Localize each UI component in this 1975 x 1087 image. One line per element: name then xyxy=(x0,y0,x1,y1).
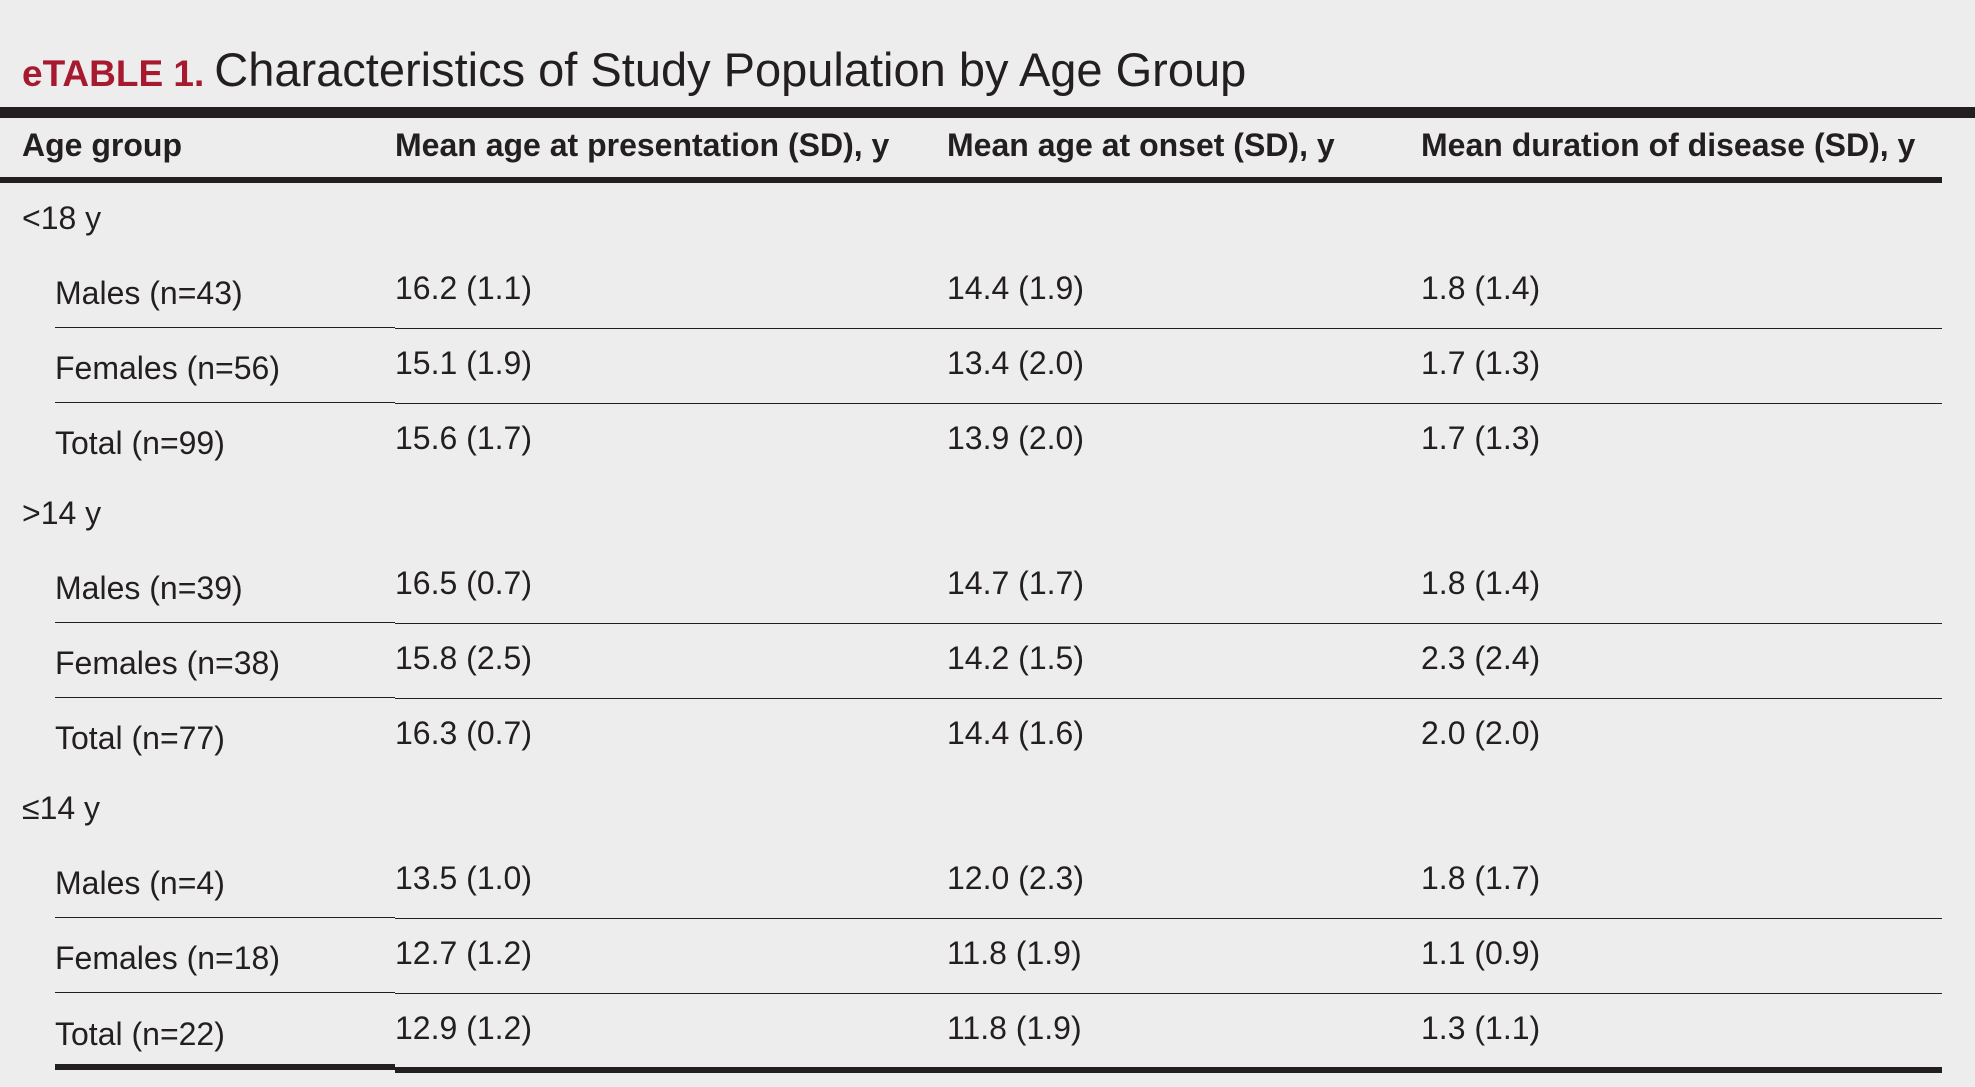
group-row: ≤14 y xyxy=(0,773,1942,843)
cell-onset: 12.0 (2.3) xyxy=(947,843,1421,919)
table-row: Females (n=38) 15.8 (2.5) 14.2 (1.5) 2.3… xyxy=(0,623,1942,699)
table-body: <18 y Males (n=43) 16.2 (1.1) 14.4 (1.9)… xyxy=(0,180,1942,1073)
row-label: Males (n=43) xyxy=(0,253,395,328)
group-label: >14 y xyxy=(22,494,102,531)
table-row: Total (n=99) 15.6 (1.7) 13.9 (2.0) 1.7 (… xyxy=(0,403,1942,478)
cell-duration: 1.7 (1.3) xyxy=(1421,328,1942,404)
cell-duration: 2.0 (2.0) xyxy=(1421,715,1541,752)
table-row: Females (n=56) 15.1 (1.9) 13.4 (2.0) 1.7… xyxy=(0,328,1942,404)
cell-duration: 2.3 (2.4) xyxy=(1421,623,1942,699)
table-row: Males (n=4) 13.5 (1.0) 12.0 (2.3) 1.8 (1… xyxy=(0,843,1942,919)
table-row: Males (n=43) 16.2 (1.1) 14.4 (1.9) 1.8 (… xyxy=(0,253,1942,329)
row-label: Females (n=56) xyxy=(0,328,395,403)
table-row: Males (n=39) 16.5 (0.7) 14.7 (1.7) 1.8 (… xyxy=(0,548,1942,624)
cell-presentation: 15.1 (1.9) xyxy=(395,328,947,404)
table-title-text: Characteristics of Study Population by A… xyxy=(214,43,1247,96)
table-row: Total (n=22) 12.9 (1.2) 11.8 (1.9) 1.3 (… xyxy=(0,993,1942,1073)
cell-duration: 1.7 (1.3) xyxy=(1421,420,1541,457)
row-label: Females (n=38) xyxy=(0,623,395,698)
characteristics-table: Age group Mean age at presentation (SD),… xyxy=(0,118,1942,1073)
cell-presentation: 15.8 (2.5) xyxy=(395,623,947,699)
cell-presentation: 13.5 (1.0) xyxy=(395,843,947,919)
row-label: Males (n=39) xyxy=(0,548,395,623)
row-label: Females (n=18) xyxy=(0,918,395,993)
table-number-label: eTABLE 1. xyxy=(22,53,205,94)
cell-presentation: 16.2 (1.1) xyxy=(395,253,947,329)
cell-onset: 14.7 (1.7) xyxy=(947,548,1421,624)
cell-onset: 14.4 (1.9) xyxy=(947,253,1421,329)
cell-duration: 1.1 (0.9) xyxy=(1421,918,1942,994)
cell-presentation: 16.3 (0.7) xyxy=(395,715,532,752)
cell-onset: 11.8 (1.9) xyxy=(947,918,1421,994)
cell-duration: 1.8 (1.7) xyxy=(1421,843,1942,919)
cell-presentation: 16.5 (0.7) xyxy=(395,548,947,624)
header-age-group: Age group xyxy=(0,118,395,183)
header-duration-of-disease: Mean duration of disease (SD), y xyxy=(1421,118,1942,183)
table-header: Age group Mean age at presentation (SD),… xyxy=(0,118,1942,183)
cell-presentation: 15.6 (1.7) xyxy=(395,420,532,457)
header-age-at-presentation: Mean age at presentation (SD), y xyxy=(395,118,947,183)
row-label: Total (n=22) xyxy=(0,993,395,1070)
row-label: Total (n=77) xyxy=(0,698,395,773)
table-title: eTABLE 1. Characteristics of Study Popula… xyxy=(22,40,1246,112)
group-row: >14 y xyxy=(0,478,1942,548)
cell-onset: 14.4 (1.6) xyxy=(947,715,1084,752)
header-age-at-onset: Mean age at onset (SD), y xyxy=(947,118,1421,183)
cell-presentation: 12.7 (1.2) xyxy=(395,918,947,994)
group-row: <18 y xyxy=(0,180,1942,253)
header-row: Age group Mean age at presentation (SD),… xyxy=(0,118,1942,183)
cell-onset: 14.2 (1.5) xyxy=(947,623,1421,699)
cell-onset: 11.8 (1.9) xyxy=(947,993,1421,1073)
group-label: ≤14 y xyxy=(22,789,101,826)
table-row: Females (n=18) 12.7 (1.2) 11.8 (1.9) 1.1… xyxy=(0,918,1942,994)
cell-duration: 1.8 (1.4) xyxy=(1421,548,1942,624)
group-label: <18 y xyxy=(22,199,102,236)
row-label: Total (n=99) xyxy=(0,403,395,478)
top-rule xyxy=(0,107,1975,118)
row-label: Males (n=4) xyxy=(0,843,395,918)
cell-onset: 13.9 (2.0) xyxy=(947,420,1084,457)
cell-duration: 1.8 (1.4) xyxy=(1421,253,1942,329)
cell-onset: 13.4 (2.0) xyxy=(947,328,1421,404)
cell-presentation: 12.9 (1.2) xyxy=(395,993,947,1073)
table-row: Total (n=77) 16.3 (0.7) 14.4 (1.6) 2.0 (… xyxy=(0,698,1942,773)
cell-duration: 1.3 (1.1) xyxy=(1421,993,1942,1073)
